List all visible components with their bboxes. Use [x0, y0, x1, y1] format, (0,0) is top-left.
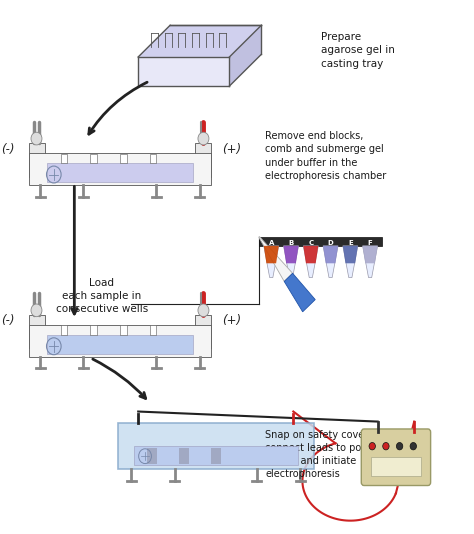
- Circle shape: [410, 443, 417, 450]
- Polygon shape: [195, 143, 211, 177]
- Polygon shape: [150, 325, 156, 335]
- Polygon shape: [363, 246, 378, 278]
- Polygon shape: [371, 457, 421, 476]
- Polygon shape: [120, 325, 127, 335]
- Polygon shape: [283, 246, 299, 278]
- Circle shape: [198, 304, 209, 317]
- Text: C: C: [308, 240, 313, 246]
- Text: D: D: [328, 240, 333, 246]
- Circle shape: [396, 443, 403, 450]
- Polygon shape: [211, 447, 221, 464]
- Polygon shape: [120, 154, 127, 163]
- Polygon shape: [229, 25, 261, 86]
- Text: A: A: [269, 240, 274, 246]
- Polygon shape: [179, 447, 189, 464]
- Text: (-): (-): [1, 143, 15, 155]
- Polygon shape: [303, 246, 319, 263]
- Polygon shape: [147, 447, 157, 464]
- Circle shape: [31, 304, 42, 317]
- Text: (-): (-): [1, 315, 15, 327]
- Polygon shape: [323, 246, 338, 278]
- Text: F: F: [368, 240, 373, 246]
- Polygon shape: [150, 154, 156, 163]
- Polygon shape: [91, 325, 97, 335]
- Text: Snap on safety cover,
connect leads to power
source and initiate
electrophoresis: Snap on safety cover, connect leads to p…: [265, 430, 379, 480]
- Polygon shape: [91, 154, 97, 163]
- Polygon shape: [363, 246, 378, 263]
- Polygon shape: [259, 237, 292, 281]
- Polygon shape: [118, 422, 314, 469]
- Polygon shape: [138, 57, 229, 86]
- Polygon shape: [29, 143, 45, 177]
- Text: E: E: [348, 240, 353, 246]
- Polygon shape: [29, 315, 45, 348]
- Polygon shape: [47, 163, 193, 183]
- Polygon shape: [47, 335, 193, 354]
- Circle shape: [198, 132, 209, 145]
- Polygon shape: [138, 25, 261, 57]
- Text: Remove end blocks,
comb and submerge gel
under buffer in the
electrophoresis cha: Remove end blocks, comb and submerge gel…: [265, 131, 386, 181]
- Text: (+): (+): [222, 315, 241, 327]
- Polygon shape: [343, 246, 358, 278]
- Polygon shape: [284, 273, 315, 312]
- Polygon shape: [29, 153, 211, 185]
- Polygon shape: [259, 238, 382, 246]
- Polygon shape: [61, 154, 67, 163]
- Text: B: B: [288, 240, 294, 246]
- Polygon shape: [134, 446, 298, 465]
- Polygon shape: [264, 246, 279, 263]
- FancyBboxPatch shape: [361, 429, 430, 485]
- Polygon shape: [264, 246, 279, 278]
- Polygon shape: [323, 246, 338, 263]
- Text: (+): (+): [222, 143, 241, 155]
- Polygon shape: [195, 315, 211, 348]
- Polygon shape: [61, 325, 67, 335]
- Polygon shape: [29, 325, 211, 357]
- Circle shape: [383, 443, 389, 450]
- Polygon shape: [303, 246, 319, 278]
- Polygon shape: [343, 246, 358, 263]
- Text: Prepare
agarose gel in
casting tray: Prepare agarose gel in casting tray: [321, 32, 394, 68]
- Circle shape: [369, 443, 375, 450]
- Circle shape: [31, 132, 42, 145]
- Text: Load
each sample in
consecutive wells: Load each sample in consecutive wells: [55, 278, 148, 315]
- Polygon shape: [283, 246, 299, 263]
